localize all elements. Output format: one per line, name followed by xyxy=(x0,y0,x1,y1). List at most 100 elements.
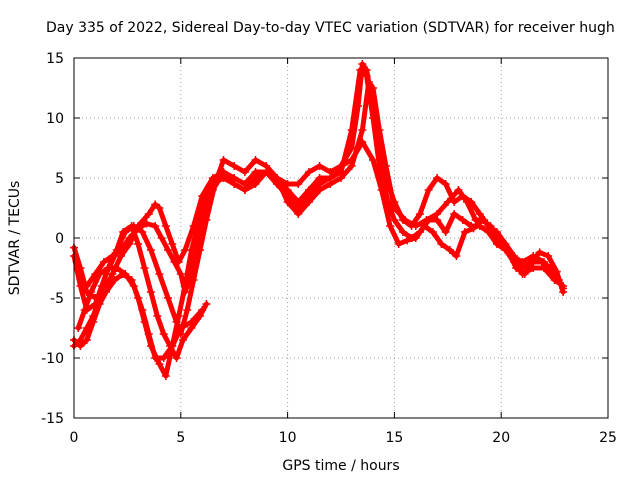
data-point xyxy=(403,236,412,245)
data-point xyxy=(390,216,399,224)
data-point xyxy=(251,180,260,188)
y-tick-label: 0 xyxy=(55,231,64,247)
data-point xyxy=(450,210,459,218)
data-point xyxy=(95,294,104,302)
data-point xyxy=(294,204,303,212)
data-point xyxy=(546,264,555,272)
data-point xyxy=(176,324,185,332)
data-point xyxy=(155,204,164,212)
x-tick-label: 10 xyxy=(279,430,297,446)
data-point xyxy=(157,234,166,242)
data-point xyxy=(437,240,446,248)
data-point xyxy=(369,156,378,164)
data-point xyxy=(163,246,172,254)
y-tick-label: -5 xyxy=(50,291,64,307)
data-point xyxy=(104,264,113,272)
data-point xyxy=(108,252,117,260)
data-point xyxy=(110,276,119,284)
data-point xyxy=(159,354,168,362)
series-line xyxy=(71,223,209,361)
x-tick-label: 5 xyxy=(176,430,185,446)
data-point xyxy=(401,216,410,224)
data-point xyxy=(251,168,260,176)
x-tick-label: 20 xyxy=(492,430,510,446)
series-5 xyxy=(74,264,207,362)
series-line xyxy=(71,79,566,337)
data-point xyxy=(486,222,495,230)
data-point xyxy=(76,336,85,344)
data-point xyxy=(187,270,196,278)
data-point xyxy=(200,210,209,218)
data-point xyxy=(356,66,365,74)
data-point xyxy=(315,162,324,170)
data-point xyxy=(398,228,407,236)
data-point xyxy=(119,228,128,236)
data-point xyxy=(433,216,442,224)
data-point xyxy=(512,264,521,272)
data-point xyxy=(544,252,553,260)
y-axis-label: SDTVAR / TECUs xyxy=(7,181,23,296)
grid xyxy=(74,58,608,418)
data-point xyxy=(127,222,136,230)
data-point xyxy=(138,228,147,236)
data-point xyxy=(140,264,149,272)
data-point xyxy=(82,324,91,332)
y-tick-label: 15 xyxy=(46,51,64,67)
data-point xyxy=(146,288,155,296)
data-point xyxy=(89,312,98,320)
series-6 xyxy=(82,138,563,296)
data-point xyxy=(87,288,96,296)
data-point xyxy=(283,192,292,200)
data-point xyxy=(134,224,143,233)
data-point xyxy=(424,216,433,224)
data-point xyxy=(386,222,395,230)
data-point xyxy=(272,180,281,188)
data-point xyxy=(477,216,486,224)
data-point xyxy=(369,114,378,122)
data-point xyxy=(161,372,170,380)
data-point xyxy=(138,306,147,314)
data-point xyxy=(230,174,239,182)
y-tick-label: 10 xyxy=(46,111,64,127)
data-point xyxy=(151,200,160,209)
data-point xyxy=(377,186,386,194)
x-axis-label: GPS time / hours xyxy=(282,458,399,474)
data-point xyxy=(394,240,403,248)
data-point xyxy=(134,240,143,248)
data-point xyxy=(230,162,239,170)
data-point xyxy=(170,258,179,266)
series-layer xyxy=(70,60,568,380)
data-point xyxy=(460,228,469,236)
data-point xyxy=(163,294,172,302)
x-tick-label: 25 xyxy=(599,430,617,446)
data-point xyxy=(520,270,529,278)
data-point xyxy=(529,258,538,266)
data-point xyxy=(198,306,207,314)
data-point xyxy=(454,186,463,194)
data-point xyxy=(358,126,367,134)
data-point xyxy=(337,162,345,170)
data-point xyxy=(424,186,433,194)
data-point xyxy=(441,180,450,188)
data-point xyxy=(174,312,183,320)
data-point xyxy=(116,246,125,254)
data-point xyxy=(503,246,512,254)
y-tick-label: 5 xyxy=(55,171,64,187)
data-point xyxy=(484,228,493,236)
data-point xyxy=(294,180,303,188)
data-point xyxy=(554,276,563,284)
data-point xyxy=(463,198,472,206)
data-point xyxy=(168,342,177,350)
data-point xyxy=(304,192,313,200)
data-point xyxy=(74,324,83,332)
data-point xyxy=(219,168,228,176)
data-point xyxy=(535,248,544,257)
data-point xyxy=(208,186,217,194)
data-point xyxy=(219,156,228,164)
data-point xyxy=(125,234,134,242)
data-point xyxy=(347,156,356,164)
data-point xyxy=(99,258,108,266)
data-point xyxy=(537,258,546,266)
data-point xyxy=(144,330,153,338)
data-point xyxy=(428,228,437,236)
